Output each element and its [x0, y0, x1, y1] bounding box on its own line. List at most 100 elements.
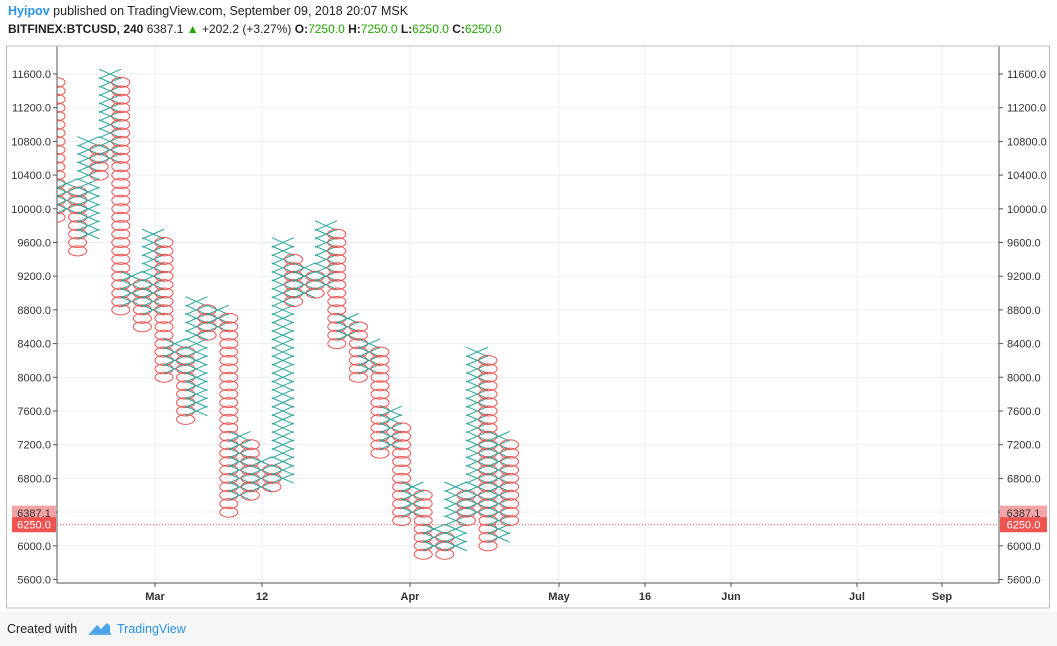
x-box [57, 178, 79, 189]
x-box [77, 152, 100, 164]
chart-header: Hyipov published on TradingView.com, Sep… [0, 0, 1057, 44]
open-value: 7250.0 [308, 22, 345, 36]
x-box [465, 431, 489, 442]
x-box [314, 228, 338, 240]
x-box [444, 515, 467, 526]
o-box [478, 422, 498, 434]
o-box [154, 329, 174, 341]
y-tick-label-right: 7600.0 [1007, 406, 1041, 418]
x-box [465, 473, 489, 484]
x-box [206, 304, 230, 316]
x-box [185, 296, 208, 307]
o-box [392, 447, 412, 459]
x-box [271, 473, 295, 484]
publish-info: Hyipov published on TradingView.com, Sep… [8, 4, 408, 18]
x-box [314, 237, 338, 248]
o-box [111, 186, 131, 198]
o-box [284, 295, 304, 307]
o-box [478, 380, 498, 392]
y-tick-label-right: 8000.0 [1007, 372, 1041, 384]
o-box [392, 430, 412, 442]
x-box [465, 363, 489, 375]
x-box [228, 431, 251, 442]
o-box [111, 93, 131, 105]
x-box [271, 304, 295, 316]
o-box [370, 388, 390, 400]
x-box [444, 506, 467, 518]
x-box [77, 178, 100, 189]
x-box [141, 279, 165, 290]
o-box [219, 363, 239, 375]
o-box [500, 498, 520, 510]
o-box [57, 152, 66, 164]
x-box [465, 388, 489, 400]
x-box [271, 270, 295, 282]
y-tick-label-right: 5600.0 [1007, 575, 1041, 587]
o-box [348, 371, 368, 383]
o-box [57, 169, 66, 181]
x-box [444, 532, 467, 543]
author-name[interactable]: Hyipov [8, 4, 50, 18]
o-box [327, 304, 347, 316]
o-box [413, 506, 433, 518]
o-box [500, 506, 520, 518]
x-box [271, 405, 295, 417]
x-box [271, 355, 295, 366]
x-box [444, 481, 467, 493]
x-box [314, 254, 338, 265]
close-label: C: [452, 22, 465, 36]
y-tick-label-right: 9200.0 [1007, 271, 1041, 283]
point-and-figure-chart[interactable]: 11600.0 11600.0 11200.0 11200.0 10800.0 10800… [0, 44, 1057, 612]
y-tick-label-right: 11200.0 [1007, 103, 1046, 115]
x-box [465, 380, 489, 391]
o-box [111, 245, 131, 257]
o-box [305, 287, 325, 299]
o-box [413, 548, 433, 560]
x-box [487, 532, 511, 543]
x-box [293, 262, 316, 274]
x-box [401, 489, 424, 501]
x-box [422, 532, 446, 543]
x-tick-label: 16 [639, 591, 651, 603]
o-box [68, 245, 88, 257]
x-box [293, 287, 316, 299]
tradingview-logo-icon[interactable] [88, 620, 112, 639]
o-box [219, 329, 239, 341]
x-box [465, 414, 489, 425]
o-box [219, 346, 239, 358]
o-box [57, 161, 66, 173]
x-box [77, 211, 100, 223]
o-box [370, 354, 390, 366]
chart-area[interactable]: 11600.0 11600.0 11200.0 11200.0 10800.0 10800… [0, 44, 1057, 612]
y-tick-label-right: 10800.0 [1007, 136, 1047, 148]
o-box [500, 489, 520, 501]
x-box [487, 447, 511, 459]
price-tag-label-right: 6250.0 [1007, 520, 1041, 532]
y-tick-label-left: 6000.0 [17, 541, 51, 553]
o-box [370, 346, 390, 358]
x-box [465, 456, 489, 467]
o-box [154, 270, 174, 282]
tradingview-link[interactable]: TradingView [117, 622, 186, 636]
pf-columns [57, 68, 520, 560]
x-box [357, 338, 381, 349]
x-box [185, 388, 208, 400]
x-box [185, 363, 208, 375]
o-box [219, 422, 239, 434]
o-box [111, 203, 131, 215]
o-box [154, 262, 174, 274]
o-box [57, 102, 66, 114]
o-box [154, 371, 174, 383]
y-tick-label-right: 10400.0 [1007, 170, 1047, 182]
y-tick-label-right: 8400.0 [1007, 339, 1041, 351]
x-box [314, 220, 338, 231]
o-box [111, 253, 131, 265]
x-box [271, 254, 295, 265]
x-box [228, 464, 251, 476]
x-box [271, 279, 295, 290]
x-box [357, 363, 381, 375]
y-tick-label-left: 10800.0 [11, 136, 51, 148]
y-tick-label-left: 10000.0 [11, 204, 51, 216]
close-value: 6250.0 [464, 22, 502, 36]
o-box [478, 397, 498, 409]
